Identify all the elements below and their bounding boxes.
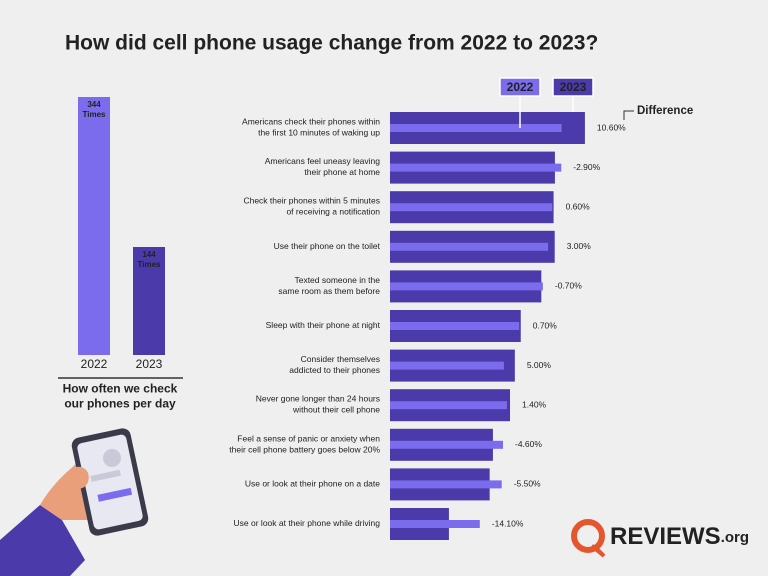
category-label-line: of receiving a notification xyxy=(286,207,380,217)
hand-illustration xyxy=(0,428,149,576)
title: How did cell phone usage change from 202… xyxy=(65,32,598,55)
category-label-line: their phone at home xyxy=(304,167,380,177)
legend-label: 2022 xyxy=(507,80,534,94)
difference-label: 0.60% xyxy=(566,201,591,211)
caption-line: our phones per day xyxy=(64,397,176,411)
bar-2022 xyxy=(390,440,504,449)
category-label: Feel a sense of panic or anxiety when the… xyxy=(229,434,380,455)
bar-2022 xyxy=(390,480,502,489)
category-label: Americans check their phones within the f… xyxy=(242,117,380,138)
category-label-line: Americans feel uneasy leaving xyxy=(265,156,381,166)
legend-swatch xyxy=(552,77,594,97)
category-label: Check their phones within 5 minutes of re… xyxy=(243,196,380,217)
bar-2022 xyxy=(390,203,553,212)
category-label-line: without their cell phone xyxy=(292,405,380,415)
category-label: Americans feel uneasy leaving their phone… xyxy=(265,156,381,177)
caption: How often we check our phones per day xyxy=(63,382,178,411)
category-label-line: Never gone longer than 24 hours xyxy=(256,394,380,404)
category-label-line: same room as them before xyxy=(278,286,380,296)
category-label-line: Feel a sense of panic or anxiety when xyxy=(237,434,380,444)
category-label: Use or look at their phone while driving xyxy=(234,518,381,528)
bar-2022 xyxy=(390,361,504,370)
bar-2022 xyxy=(390,401,507,410)
category-label-line: Consider themselves xyxy=(301,354,380,364)
category-label-line: their cell phone battery goes below 20% xyxy=(229,445,380,455)
brand-name: REVIEWS.org xyxy=(610,523,749,550)
category-label: Use or look at their phone on a date xyxy=(245,479,380,489)
difference-label: -4.60% xyxy=(515,439,542,449)
category-label-line: Texted someone in the xyxy=(294,275,380,285)
difference-label: -14.10% xyxy=(492,518,524,528)
difference-legend: Difference xyxy=(637,105,693,117)
category-label: 2023 xyxy=(136,357,163,371)
category-label: Consider themselves addicted to their pho… xyxy=(289,354,380,375)
category-label-line: Use or look at their phone while driving xyxy=(234,518,381,528)
bar-2022 xyxy=(390,242,549,251)
category-label-line: Check their phones within 5 minutes xyxy=(243,196,380,206)
bar-2022 xyxy=(390,124,562,132)
category-label: Texted someone in the same room as them b… xyxy=(278,275,380,296)
category-label: Sleep with their phone at night xyxy=(266,320,381,330)
category-label-line: the first 10 minutes of waking up xyxy=(258,128,380,138)
legend-swatch xyxy=(499,77,541,97)
category-label-line: Use or look at their phone on a date xyxy=(245,479,380,489)
category-label-line: Sleep with their phone at night xyxy=(266,320,381,330)
difference-label: 5.00% xyxy=(527,360,552,370)
bar-2022 xyxy=(390,520,480,528)
bar xyxy=(133,247,165,355)
difference-bracket xyxy=(623,110,634,120)
value-label: 344 Times xyxy=(83,100,107,119)
logo: REVIEWS.org xyxy=(571,519,749,558)
category-label: Use their phone on the toilet xyxy=(274,241,381,251)
difference-label: 0.70% xyxy=(533,320,558,330)
bar xyxy=(78,97,110,355)
value-label-line: Times xyxy=(83,110,107,119)
bar-2022 xyxy=(390,322,520,330)
category-label-line: addicted to their phones xyxy=(289,365,380,375)
value-label-line: 144 xyxy=(142,250,156,259)
bar-2022 xyxy=(390,163,562,172)
difference-label: 3.00% xyxy=(567,241,592,251)
bar-2022 xyxy=(390,282,543,291)
difference-label: -0.70% xyxy=(555,281,582,291)
difference-label: 10.60% xyxy=(597,122,626,132)
category-label: Never gone longer than 24 hours without t… xyxy=(256,394,381,415)
category-label: 2022 xyxy=(81,357,108,371)
legend-label: 2023 xyxy=(560,80,587,94)
difference-label: 1.40% xyxy=(522,399,547,409)
value-label-line: Times xyxy=(138,260,162,269)
value-label-line: 344 xyxy=(87,100,101,109)
category-label-line: Use their phone on the toilet xyxy=(274,241,381,251)
category-label-line: Americans check their phones within xyxy=(242,117,380,127)
difference-label: -2.90% xyxy=(573,162,600,172)
difference-label: -5.50% xyxy=(514,479,541,489)
caption-line: How often we check xyxy=(63,382,178,396)
value-label: 144 Times xyxy=(138,250,162,269)
